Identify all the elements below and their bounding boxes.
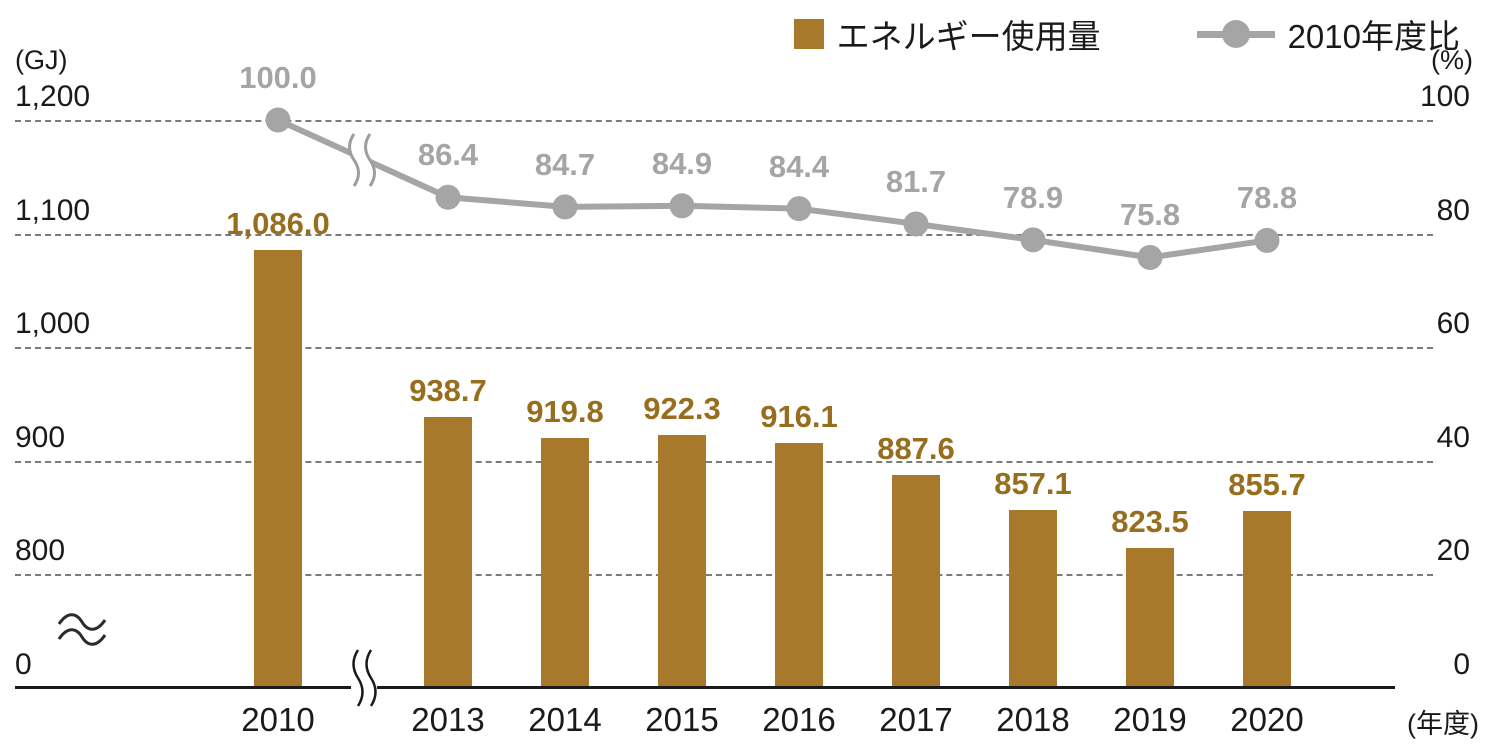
trend-point-2010	[265, 107, 291, 133]
trend-point-2020	[1254, 227, 1280, 253]
bar-2018	[1009, 509, 1057, 688]
bar-value-2016: 916.1	[760, 398, 838, 434]
legend-label-ratio: 2010年度比	[1287, 18, 1460, 55]
bar-2017	[892, 474, 940, 688]
line-value-2015: 84.9	[651, 145, 713, 181]
gridline	[15, 574, 1433, 577]
trend-point-2013	[435, 184, 461, 210]
bar-value-2010: 1,086.0	[226, 205, 330, 241]
bar-value-2018: 857.1	[994, 465, 1072, 501]
line-value-2019: 75.8	[1119, 197, 1181, 233]
bar-2020	[1243, 511, 1291, 688]
bar-value-2015: 922.3	[643, 391, 721, 427]
left-tick-label: 800	[15, 534, 66, 568]
line-value-2016: 84.4	[768, 148, 830, 184]
legend-item-ratio: 2010年度比	[1196, 10, 1460, 58]
bar-swatch-icon	[793, 19, 824, 49]
bar-2010	[254, 249, 302, 688]
left-tick-label: 1,200	[15, 80, 91, 113]
bar-value-2013: 938.7	[409, 372, 487, 408]
x-tick-2010: 2010	[241, 701, 315, 738]
x-tick-2014: 2014	[528, 701, 602, 738]
line-value-2014: 84.7	[534, 146, 596, 182]
legend-label-energy-usage: エネルギー使用量	[836, 18, 1101, 55]
left-tick-label: 1,000	[15, 307, 91, 341]
line-marker-icon	[1196, 19, 1275, 49]
gridline	[15, 460, 1433, 463]
line-value-2020: 78.8	[1236, 180, 1298, 216]
gridline	[15, 347, 1433, 350]
bar-value-2019: 823.5	[1111, 503, 1189, 539]
line-break-icon	[348, 132, 376, 188]
right-tick-label: 80	[1436, 193, 1470, 227]
bar-value-2020: 855.7	[1228, 467, 1306, 503]
x-axis-unit: (年度)	[1407, 709, 1479, 739]
bar-2016	[775, 442, 823, 688]
bar-value-2017: 887.6	[877, 430, 955, 466]
line-value-2010: 100.0	[239, 60, 317, 95]
gridline	[15, 120, 1433, 122]
right-tick-label: 40	[1436, 420, 1470, 454]
gridline	[15, 233, 1433, 236]
legend-item-energy-usage: エネルギー使用量	[793, 10, 1101, 58]
x-tick-2018: 2018	[996, 701, 1070, 738]
left-axis-unit: (GJ)	[15, 45, 68, 75]
bar-2019	[1126, 547, 1174, 688]
legend: エネルギー使用量 2010年度比	[793, 10, 1460, 58]
right-axis-unit: (%)	[1431, 45, 1473, 75]
bar-2015	[658, 435, 706, 688]
trend-point-2016	[786, 196, 812, 222]
line-value-2013: 86.4	[417, 137, 479, 173]
trend-point-2017	[903, 211, 929, 237]
x-axis-line	[15, 686, 1395, 689]
x-tick-2016: 2016	[762, 701, 836, 738]
line-value-2018: 78.9	[1002, 179, 1064, 215]
left-tick-label: 0	[15, 648, 32, 681]
x-axis-break-icon	[351, 648, 377, 708]
trend-point-2015	[669, 193, 695, 219]
bar-value-2014: 919.8	[526, 394, 604, 430]
trend-point-2018	[1020, 227, 1046, 253]
right-tick-label: 20	[1436, 534, 1470, 568]
x-tick-2013: 2013	[411, 701, 485, 738]
x-tick-2020: 2020	[1230, 701, 1304, 738]
bar-2013	[424, 416, 472, 688]
x-tick-2015: 2015	[645, 701, 719, 738]
trend-point-2014	[552, 194, 578, 220]
right-tick-label: 60	[1436, 307, 1470, 341]
left-tick-label: 900	[15, 420, 66, 454]
x-tick-2017: 2017	[879, 701, 953, 738]
bar-2014	[541, 438, 589, 688]
right-tick-label: 0	[1453, 648, 1470, 681]
right-tick-label: 100	[1419, 80, 1470, 113]
left-axis-break-icon	[57, 613, 107, 646]
left-tick-label: 1,100	[15, 193, 91, 227]
trend-point-2019	[1137, 244, 1163, 270]
x-tick-2019: 2019	[1113, 701, 1187, 738]
line-value-2017: 81.7	[885, 163, 947, 199]
